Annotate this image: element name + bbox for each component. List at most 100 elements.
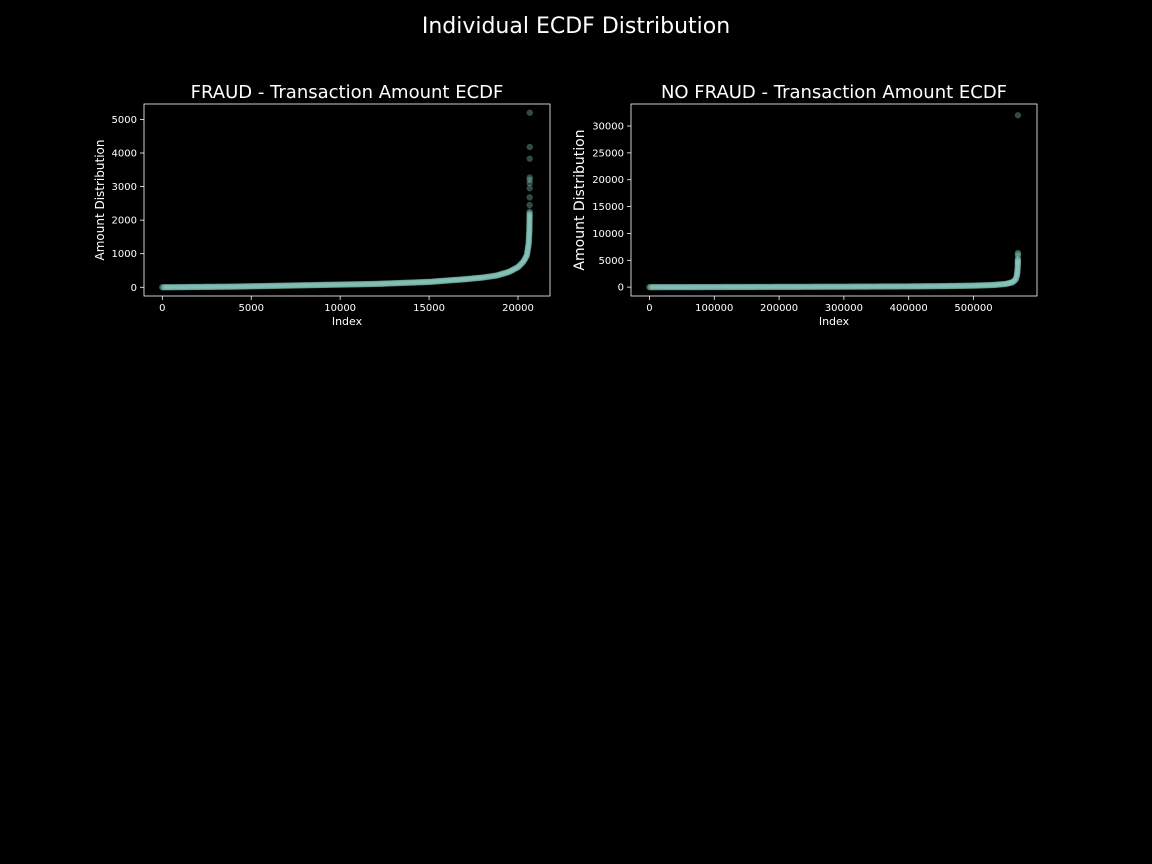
fraud-data-point	[296, 282, 304, 289]
no-fraud-data-point	[812, 283, 819, 290]
fraud-data-point	[391, 280, 398, 287]
fraud-data-point	[196, 283, 203, 291]
no-fraud-data-point	[840, 283, 848, 290]
fraud-data-point	[456, 276, 464, 283]
fraud-data-point	[241, 283, 248, 290]
fraud-data-point	[306, 281, 313, 289]
no-fraud-data-point	[731, 283, 739, 291]
fraud-data-point	[524, 249, 531, 256]
fraud-data-point	[197, 283, 205, 291]
fraud-data-point	[500, 270, 507, 277]
fraud-x-tick-label: 20000	[502, 303, 534, 314]
no-fraud-data-point	[1006, 279, 1013, 287]
fraud-data-point	[524, 246, 531, 253]
no-fraud-data-point	[1013, 273, 1020, 280]
fraud-data-point	[508, 267, 515, 274]
fraud-data-point	[228, 283, 236, 290]
fraud-data-point	[526, 229, 533, 237]
fraud-data-point	[270, 282, 277, 290]
fraud-data-point	[442, 277, 449, 284]
no-fraud-data-point	[995, 281, 1002, 288]
fraud-data-point	[312, 281, 319, 289]
fraud-data-point	[179, 283, 186, 291]
fraud-data-point	[430, 278, 437, 285]
no-fraud-data-point	[733, 283, 740, 291]
fraud-data-point	[448, 277, 455, 284]
fraud-data-point	[247, 283, 254, 290]
no-fraud-data-point	[832, 283, 840, 290]
no-fraud-data-point	[910, 283, 917, 290]
no-fraud-data-point	[657, 283, 664, 291]
no-fraud-data-point	[771, 283, 778, 291]
fraud-data-point	[428, 278, 436, 285]
fraud-data-point	[251, 282, 259, 290]
no-fraud-data-point	[772, 283, 780, 291]
no-fraud-data-point	[894, 283, 901, 290]
fraud-y-tick-label: 2000	[112, 216, 137, 227]
fraud-data-point	[253, 282, 260, 290]
no-fraud-data-point	[930, 282, 937, 290]
fraud-data-point	[523, 252, 531, 259]
fraud-data-point	[194, 283, 202, 291]
no-fraud-x-tick-label: 0	[646, 303, 652, 314]
fraud-ecdf-plot: FRAUD - Transaction Amount ECDF 0 5000 100…	[93, 82, 551, 328]
fraud-data-point	[485, 273, 492, 280]
fraud-data-point	[449, 276, 456, 284]
fraud-data-point	[171, 283, 178, 291]
fraud-data-point	[191, 283, 198, 291]
no-fraud-data-point	[798, 283, 805, 290]
fraud-data-point	[526, 210, 533, 217]
no-fraud-y-ticks: 0 5000 10000 15000 20000 25000 30000	[592, 122, 631, 294]
fraud-data-point	[360, 280, 367, 288]
fraud-data-point	[256, 282, 263, 290]
no-fraud-data-point	[745, 283, 753, 291]
fraud-data-point	[309, 281, 316, 289]
no-fraud-data-point	[742, 283, 750, 291]
fraud-data-point	[454, 276, 461, 283]
no-fraud-data-point	[802, 283, 810, 290]
fraud-data-point	[510, 265, 518, 273]
fraud-data-point	[378, 280, 386, 287]
no-fraud-data-point	[911, 283, 919, 290]
no-fraud-data-point	[907, 283, 914, 290]
no-fraud-data-point	[939, 282, 946, 290]
fraud-data-point	[380, 280, 387, 287]
no-fraud-data-point	[1014, 249, 1022, 256]
no-fraud-data-point	[725, 283, 732, 291]
fraud-data-point	[526, 208, 533, 215]
fraud-data-point	[160, 284, 168, 291]
fraud-data-point	[526, 109, 533, 116]
fraud-data-point	[278, 282, 285, 289]
no-fraud-data-point	[1009, 279, 1016, 286]
fraud-data-point	[421, 278, 428, 286]
no-fraud-data-point	[922, 283, 929, 290]
fraud-data-point	[427, 278, 434, 285]
no-fraud-data-point	[1014, 259, 1022, 267]
fraud-data-point	[383, 280, 390, 287]
no-fraud-data-point	[862, 283, 870, 290]
no-fraud-data-point	[880, 283, 887, 290]
fraud-data-point	[526, 214, 533, 222]
fraud-data-point	[433, 278, 440, 285]
fraud-data-point	[372, 280, 379, 288]
fraud-data-point	[474, 274, 482, 282]
no-fraud-data-point	[674, 283, 682, 291]
no-fraud-data-point	[712, 283, 720, 291]
no-fraud-data-point	[1002, 280, 1010, 288]
fraud-data-point	[205, 283, 212, 291]
no-fraud-data-point	[785, 283, 792, 291]
no-fraud-data-point	[739, 283, 746, 291]
no-fraud-data-point	[682, 283, 690, 291]
no-fraud-data-point	[704, 283, 712, 291]
fraud-data-point	[163, 284, 171, 291]
no-fraud-data-point	[737, 283, 745, 291]
fraud-data-point	[522, 253, 530, 260]
fraud-data-point	[329, 281, 336, 288]
fraud-data-point	[293, 282, 301, 289]
no-fraud-data-point	[823, 283, 830, 290]
fraud-data-point	[504, 269, 511, 276]
no-fraud-data-point	[842, 283, 849, 290]
fraud-x-tick-label: 10000	[324, 303, 356, 314]
fraud-data-point	[366, 280, 373, 288]
fraud-data-point	[503, 269, 510, 276]
